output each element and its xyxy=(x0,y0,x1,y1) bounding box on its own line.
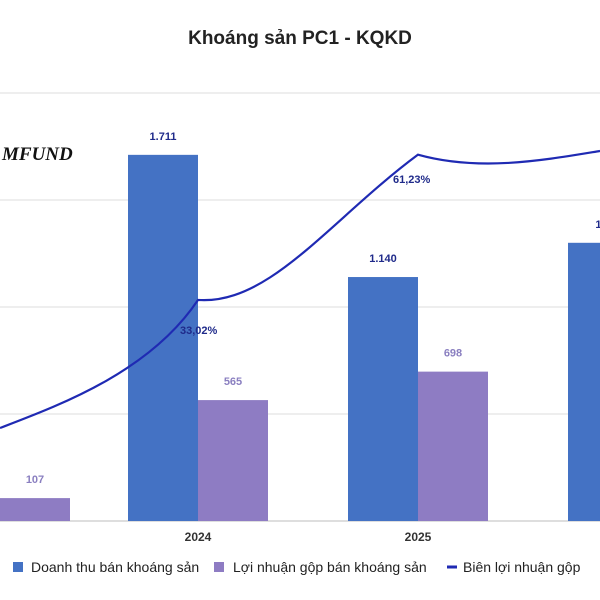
x-axis: 2024 2025 xyxy=(185,530,432,544)
x-tick-label: 2025 xyxy=(405,530,432,544)
bar-revenue xyxy=(128,154,198,521)
watermark-logo: MFUND xyxy=(1,144,73,165)
gridlines xyxy=(0,92,600,522)
bar-revenue xyxy=(568,242,600,522)
x-tick-label: 2024 xyxy=(185,530,212,544)
legend-item-gross-profit: Lợi nhuận gộp bán khoáng sản xyxy=(214,559,427,575)
legend-swatch-revenue xyxy=(13,562,23,572)
data-label-margin: 61,23% xyxy=(393,174,431,186)
data-label-gross-profit: 698 xyxy=(444,348,462,360)
bars xyxy=(0,154,600,522)
line-series xyxy=(0,149,600,430)
legend-item-margin: Biên lợi nhuận gộp xyxy=(447,559,581,575)
data-labels: 1.711 1.140 1.3 107 565 698 33,02% 61,23% xyxy=(26,131,600,486)
legend-label-revenue: Doanh thu bán khoáng sản xyxy=(31,559,199,575)
bar-gross-profit xyxy=(198,400,268,521)
bar-gross-profit xyxy=(418,371,488,521)
data-label-margin: 33,02% xyxy=(180,325,218,337)
legend-label-gross-profit: Lợi nhuận gộp bán khoáng sản xyxy=(233,559,427,575)
data-label-revenue: 1.3 xyxy=(595,219,600,231)
chart-title: Khoáng sản PC1 - KQKD xyxy=(188,28,412,49)
data-label-gross-profit: 565 xyxy=(224,376,242,388)
legend-item-revenue: Doanh thu bán khoáng sản xyxy=(13,559,199,575)
data-label-revenue: 1.711 xyxy=(150,131,177,143)
bar-revenue xyxy=(348,277,418,521)
bar-gross-profit xyxy=(0,498,70,521)
legend-label-margin: Biên lợi nhuận gộp xyxy=(463,559,581,575)
legend: Doanh thu bán khoáng sản Lợi nhuận gộp b… xyxy=(13,559,581,575)
data-label-gross-profit: 107 xyxy=(26,474,44,486)
data-label-revenue: 1.140 xyxy=(369,253,397,265)
legend-swatch-gross-profit xyxy=(214,562,224,572)
line-margin xyxy=(0,149,600,430)
